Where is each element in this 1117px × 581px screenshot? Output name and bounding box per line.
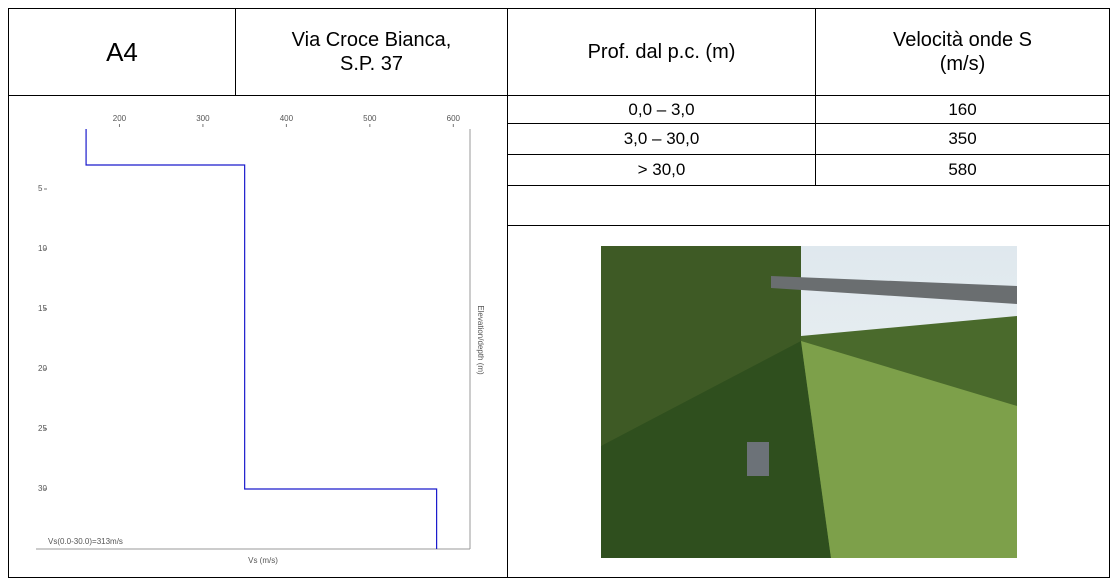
x-tick-label: 300 (196, 114, 210, 123)
cell: 160 (815, 95, 1110, 124)
depth: > 30,0 (637, 160, 686, 179)
y-tick-label: 15 (38, 304, 47, 313)
column-header: Prof. dal p.c. (m) (587, 41, 736, 63)
annotation: Vs(0.0-30.0)=313m/s (48, 537, 123, 546)
header-cell: Velocità onde S (m/s) (815, 8, 1110, 96)
y-tick-label: 25 (38, 424, 47, 433)
x-tick-label: 400 (280, 114, 294, 123)
header-cell: Via Croce Bianca, S.P. 37 (235, 8, 508, 96)
y-tick-label: 5 (38, 184, 43, 193)
x-tick-label: 500 (363, 114, 377, 123)
x-tick-label: 600 (447, 114, 461, 123)
photo (600, 245, 1017, 558)
y-axis-label: Elevation/depth (m) (476, 305, 485, 375)
location: Via Croce Bianca, S.P. 37 (291, 29, 452, 75)
velocity: 160 (948, 99, 977, 119)
header-cell: Prof. dal p.c. (m) (507, 8, 816, 96)
photo-cell (507, 225, 1110, 578)
y-tick-label: 20 (38, 364, 47, 373)
y-tick-label: 30 (38, 484, 47, 493)
cell: 0,0 – 3,0 (507, 95, 816, 124)
header-cell: A4 (8, 8, 236, 96)
velocity: 580 (948, 160, 977, 179)
empty-cell (507, 185, 1110, 226)
depth: 3,0 – 30,0 (623, 129, 700, 148)
profile-line (85, 129, 438, 549)
x-axis-label: Vs (m/s) (248, 556, 278, 565)
chart: Vs (m/s) Elevation/depth (m) Vs(0.0-30.0… (36, 114, 485, 565)
velocity: 350 (948, 129, 977, 148)
cell: 3,0 – 30,0 (507, 123, 816, 155)
cell: 580 (815, 154, 1110, 186)
id: A4 (106, 36, 138, 67)
column-header: Velocità onde S (m/s) (893, 29, 1032, 75)
cell: 350 (815, 123, 1110, 155)
depth: 0,0 – 3,0 (628, 99, 695, 119)
x-tick-label: 200 (113, 114, 127, 123)
y-tick-label: 10 (38, 244, 47, 253)
cell: > 30,0 (507, 154, 816, 186)
